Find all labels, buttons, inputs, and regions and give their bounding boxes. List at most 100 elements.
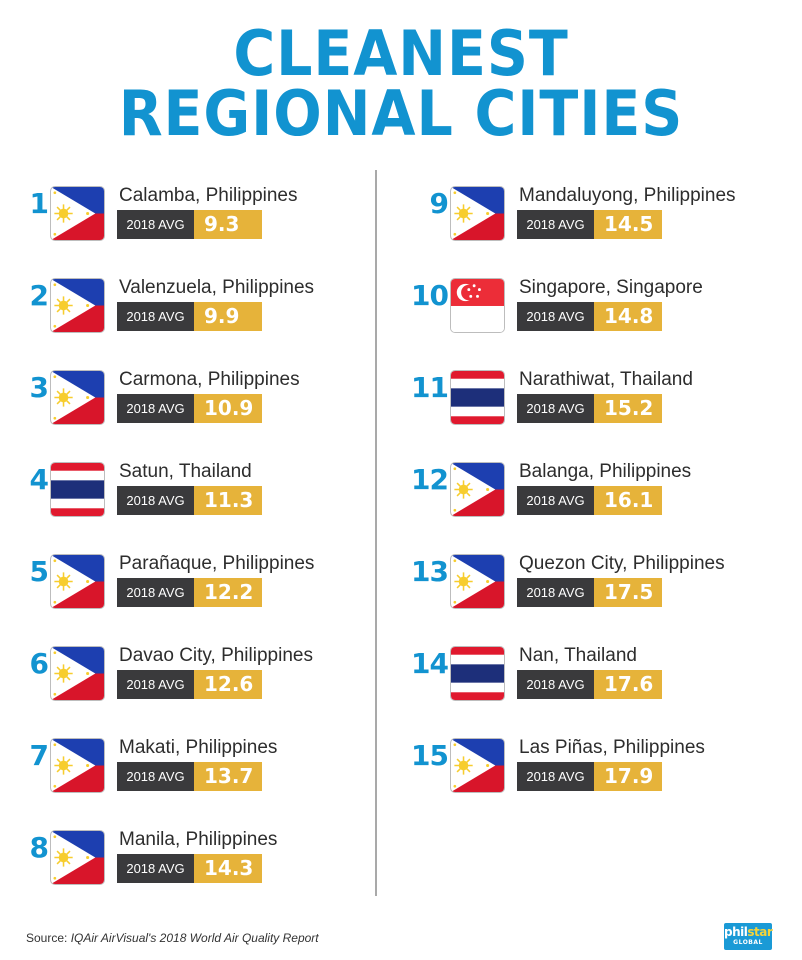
avg-badge-label: 2018 AVG <box>517 762 594 791</box>
avg-badge: 2018 AVG 12.2 <box>117 578 262 607</box>
logo-part1: phil <box>724 925 748 939</box>
avg-badge-value: 9.3 <box>194 210 262 239</box>
city-name: Makati, Philippines <box>119 737 278 758</box>
avg-badge-label: 2018 AVG <box>117 578 194 607</box>
avg-badge: 2018 AVG 11.3 <box>117 486 262 515</box>
source-text: IQAir AirVisual's 2018 World Air Quality… <box>70 931 319 945</box>
philippines-flag-icon <box>50 830 105 885</box>
avg-badge: 2018 AVG 14.8 <box>517 302 662 331</box>
ranking-entry: 2 Valenzuela, Philippines 2018 AVG 9.9 <box>0 277 360 348</box>
avg-badge-value: 16.1 <box>594 486 662 515</box>
ranking-entry: 8 Manila, Philippines 2018 AVG 14.3 <box>0 829 360 900</box>
avg-badge: 2018 AVG 14.3 <box>117 854 262 883</box>
city-name: Calamba, Philippines <box>119 185 298 206</box>
logo-sub: GLOBAL <box>733 939 763 946</box>
avg-badge-label: 2018 AVG <box>117 670 194 699</box>
ranking-entry: 10 Singapore, Singapore 2018 AVG 14.8 <box>400 277 760 348</box>
philippines-flag-icon <box>450 738 505 793</box>
avg-badge-value: 11.3 <box>194 486 262 515</box>
philippines-flag-icon <box>50 186 105 241</box>
rank-number: 9 <box>429 187 450 220</box>
rank-number: 8 <box>29 831 50 864</box>
city-name: Las Piñas, Philippines <box>519 737 705 758</box>
avg-badge-label: 2018 AVG <box>117 486 194 515</box>
avg-badge: 2018 AVG 9.3 <box>117 210 262 239</box>
page-title-line1: CLEANEST <box>233 17 569 90</box>
rank-number: 1 <box>29 187 50 220</box>
philippines-flag-icon <box>450 462 505 517</box>
philippines-flag-icon <box>450 186 505 241</box>
ranking-entry: 11 Narathiwat, Thailand 2018 AVG 15.2 <box>400 369 760 440</box>
avg-badge-label: 2018 AVG <box>517 578 594 607</box>
avg-badge: 2018 AVG 12.6 <box>117 670 262 699</box>
avg-badge: 2018 AVG 17.6 <box>517 670 662 699</box>
rank-number: 10 <box>411 279 449 312</box>
avg-badge-value: 12.6 <box>194 670 262 699</box>
city-name: Davao City, Philippines <box>119 645 313 666</box>
rank-number: 11 <box>411 371 449 404</box>
column-divider <box>375 170 377 896</box>
thailand-flag-icon <box>450 646 505 701</box>
avg-badge-label: 2018 AVG <box>517 394 594 423</box>
thailand-flag-icon <box>450 370 505 425</box>
city-name: Singapore, Singapore <box>519 277 703 298</box>
avg-badge-label: 2018 AVG <box>517 486 594 515</box>
philippines-flag-icon <box>50 646 105 701</box>
city-name: Valenzuela, Philippines <box>119 277 315 298</box>
avg-badge-label: 2018 AVG <box>117 210 194 239</box>
rank-number: 15 <box>411 739 449 772</box>
rank-number: 14 <box>411 647 449 680</box>
avg-badge: 2018 AVG 17.5 <box>517 578 662 607</box>
ranking-entry: 14 Nan, Thailand 2018 AVG 17.6 <box>400 645 760 716</box>
avg-badge: 2018 AVG 10.9 <box>117 394 262 423</box>
avg-badge: 2018 AVG 16.1 <box>517 486 662 515</box>
avg-badge: 2018 AVG 13.7 <box>117 762 262 791</box>
ranking-entry: 9 Mandaluyong, Philippines 2018 AVG 14.5 <box>400 185 760 256</box>
ranking-entry: 15 Las Piñas, Philippines 2018 AVG 17.9 <box>400 737 760 808</box>
ranking-entry: 3 Carmona, Philippines 2018 AVG 10.9 <box>0 369 360 440</box>
city-name: Satun, Thailand <box>119 461 252 482</box>
ranking-entry: 5 Parañaque, Philippines 2018 AVG 12.2 <box>0 553 360 624</box>
avg-badge-value: 14.5 <box>594 210 662 239</box>
source-label: Source: <box>26 931 68 945</box>
ranking-entry: 13 Quezon City, Philippines 2018 AVG 17.5 <box>400 553 760 624</box>
city-name: Nan, Thailand <box>519 645 637 666</box>
philippines-flag-icon <box>450 554 505 609</box>
avg-badge: 2018 AVG 9.9 <box>117 302 262 331</box>
avg-badge-value: 14.8 <box>594 302 662 331</box>
philippines-flag-icon <box>50 278 105 333</box>
philippines-flag-icon <box>50 554 105 609</box>
avg-badge-label: 2018 AVG <box>517 302 594 331</box>
avg-badge-value: 14.3 <box>194 854 262 883</box>
source-note: Source: IQAir AirVisual's 2018 World Air… <box>26 931 319 945</box>
thailand-flag-icon <box>50 462 105 517</box>
city-name: Balanga, Philippines <box>519 461 692 482</box>
avg-badge-value: 9.9 <box>194 302 262 331</box>
page-title-line2: REGIONAL CITIES <box>118 77 684 150</box>
avg-badge-label: 2018 AVG <box>517 670 594 699</box>
avg-badge-value: 15.2 <box>594 394 662 423</box>
city-name: Mandaluyong, Philippines <box>519 185 736 206</box>
city-name: Quezon City, Philippines <box>519 553 725 574</box>
avg-badge-label: 2018 AVG <box>117 762 194 791</box>
rank-number: 6 <box>29 647 50 680</box>
rank-number: 12 <box>411 463 449 496</box>
rank-number: 2 <box>29 279 50 312</box>
avg-badge-value: 17.6 <box>594 670 662 699</box>
avg-badge-label: 2018 AVG <box>517 210 594 239</box>
avg-badge: 2018 AVG 17.9 <box>517 762 662 791</box>
city-name: Narathiwat, Thailand <box>519 369 693 390</box>
avg-badge-value: 17.9 <box>594 762 662 791</box>
rank-number: 4 <box>29 463 50 496</box>
logo-part2: star <box>747 925 773 939</box>
city-name: Manila, Philippines <box>119 829 278 850</box>
avg-badge-label: 2018 AVG <box>117 302 194 331</box>
city-name: Carmona, Philippines <box>119 369 300 390</box>
rank-number: 5 <box>29 555 50 588</box>
avg-badge-value: 17.5 <box>594 578 662 607</box>
avg-badge-value: 12.2 <box>194 578 262 607</box>
avg-badge: 2018 AVG 14.5 <box>517 210 662 239</box>
avg-badge-value: 13.7 <box>194 762 262 791</box>
city-name: Parañaque, Philippines <box>119 553 315 574</box>
avg-badge-label: 2018 AVG <box>117 394 194 423</box>
